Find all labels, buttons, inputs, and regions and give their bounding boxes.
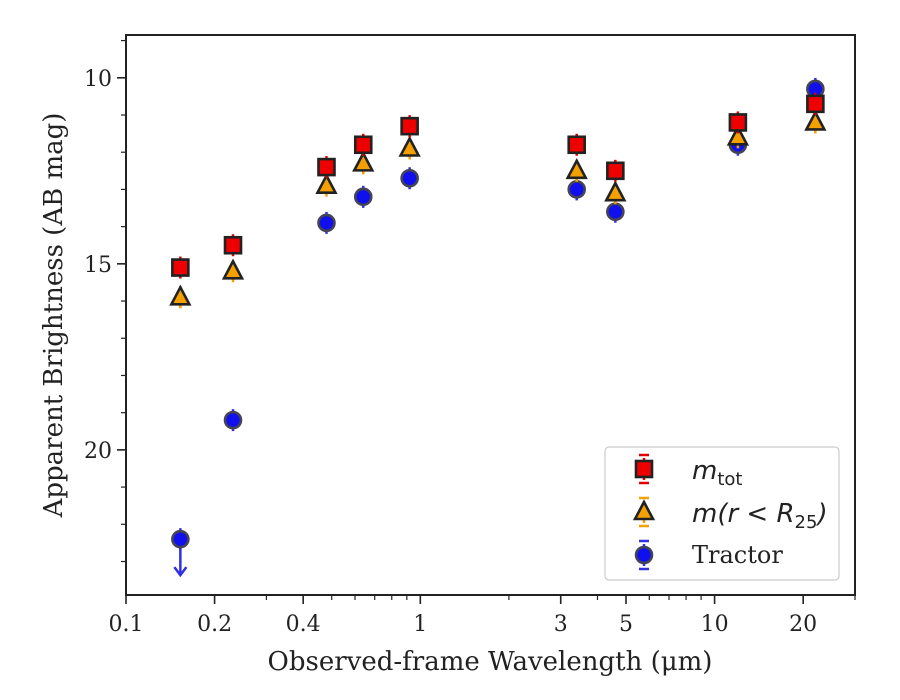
mr25-point [565, 158, 588, 182]
tractor-point-circle [317, 213, 336, 233]
legend-label-mr25: m(r < R25) [692, 499, 828, 533]
mr25-point [604, 180, 627, 205]
x-axis-ticks: 0.1 0.2 0.4 1 3 5 10 20 [109, 595, 817, 637]
plot-frame [125, 34, 856, 596]
legend-marker-tractor [634, 544, 654, 566]
y-tick-label: 20 [84, 439, 112, 464]
legend-label-mr25-main: m(r < R [692, 499, 795, 529]
x-tick-label: 3 [554, 612, 568, 637]
legend-label-mr25-sub: 25 [795, 512, 818, 533]
mr25-point [398, 135, 421, 160]
upper-limit-arrow-head [173, 566, 188, 578]
legend: mtot m(r < R25) Tractor [604, 446, 840, 581]
legend-label-mtot: mtot [692, 456, 742, 490]
mtot-point [806, 92, 825, 115]
mr25-point-triangle [565, 158, 588, 180]
mr25-point-triangle [726, 124, 750, 146]
mr25-point [804, 109, 827, 134]
mr25-point-triangle [221, 258, 245, 280]
legend-marker-mtot [634, 458, 654, 480]
y-axis-label: Apparent Brightness (AB mag) [39, 113, 69, 519]
mtot-point [317, 156, 336, 179]
mr25-point [169, 284, 192, 309]
mr25-point-triangle [169, 284, 192, 306]
x-axis-label: Observed-frame Wavelength (μm) [268, 647, 713, 677]
mtot-point [606, 159, 625, 182]
mtot-point-square [317, 157, 336, 177]
tractor-point [317, 211, 336, 234]
mtot-point-square [606, 161, 625, 181]
tractor-point [223, 409, 243, 432]
mtot-point-square [567, 135, 587, 155]
x-tick-label: 5 [619, 612, 633, 637]
legend-label-mr25-rest: ) [815, 499, 827, 529]
mr25-point-triangle [398, 135, 421, 157]
tractor-point-circle [353, 187, 373, 207]
tractor-point [400, 167, 419, 190]
legend-label-tractor: Tractor [692, 541, 783, 569]
legend-marker-mtot-square [634, 459, 654, 479]
mtot-point [171, 256, 190, 279]
mr25-point-triangle [804, 109, 827, 131]
mtot-point-square [171, 258, 190, 277]
mtot-point [728, 111, 748, 134]
tractor-point-circle [567, 180, 587, 199]
legend-marker-tractor-circle [634, 545, 654, 565]
data-marks [169, 77, 827, 578]
tractor-point [171, 528, 190, 551]
mtot-point [353, 133, 373, 156]
mr25-point [315, 172, 338, 197]
x-tick-label: 20 [789, 612, 817, 637]
legend-marker-mr25-triangle [632, 499, 656, 521]
legend-marker-mr25 [632, 499, 656, 523]
legend-markers [632, 453, 656, 571]
legend-box [604, 446, 840, 581]
x-tick-label: 0.2 [197, 612, 232, 637]
mr25-point-triangle [315, 172, 338, 194]
mtot-point-square [223, 235, 243, 255]
mr25-point [221, 258, 245, 283]
x-tick-label: 10 [701, 612, 729, 637]
y-tick-label: 15 [84, 253, 112, 278]
tractor-point-circle [171, 529, 190, 549]
tractor-point-circle [223, 410, 243, 430]
mtot-point [223, 234, 243, 257]
legend-label-mtot-main: m [692, 456, 717, 486]
mr25-point-triangle [352, 150, 375, 172]
mr25-point-triangle [604, 180, 627, 202]
tractor-point [353, 185, 373, 208]
y-axis-ticks: 10 15 20 [84, 67, 126, 464]
mr25-point [352, 150, 375, 175]
mtot-point [567, 133, 587, 156]
legend-label-mtot-sub: tot [717, 469, 742, 490]
tractor-point-circle [400, 168, 419, 188]
x-tick-label: 0.4 [286, 612, 321, 637]
tractor-point-circle [606, 202, 625, 222]
x-tick-label: 1 [413, 612, 427, 637]
y-tick-label: 10 [84, 67, 112, 92]
x-tick-label: 0.1 [109, 612, 144, 637]
mtot-point-square [353, 135, 373, 155]
mtot-point [400, 115, 419, 138]
mtot-point-square [806, 94, 825, 114]
mtot-point-square [400, 116, 419, 136]
mtot-point-square [728, 113, 748, 132]
